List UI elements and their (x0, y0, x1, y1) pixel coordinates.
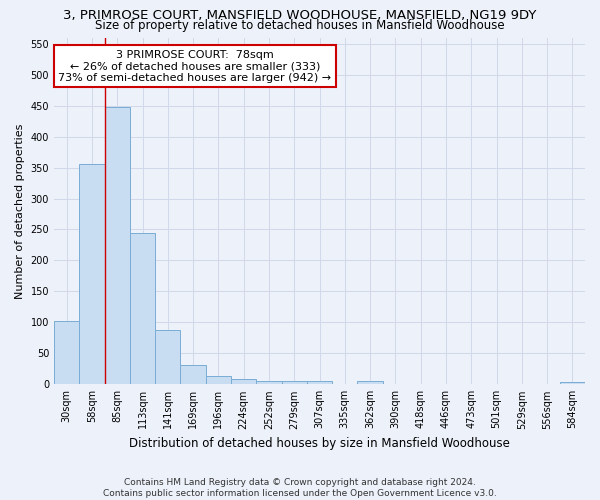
Bar (104, 108, 130, 384)
X-axis label: Distribution of detached houses by size in Mansfield Woodhouse: Distribution of detached houses by size … (129, 437, 510, 450)
Bar (231, 380, 256, 384)
Text: Contains HM Land Registry data © Crown copyright and database right 2024.
Contai: Contains HM Land Registry data © Crown c… (103, 478, 497, 498)
Bar (307, 381, 332, 384)
Bar (130, 233, 155, 384)
Bar (206, 376, 231, 384)
Bar (560, 382, 585, 384)
Bar (79, 164, 104, 384)
Y-axis label: Number of detached properties: Number of detached properties (15, 123, 25, 298)
Text: 3 PRIMROSE COURT:  78sqm
← 26% of detached houses are smaller (333)
73% of semi-: 3 PRIMROSE COURT: 78sqm ← 26% of detache… (58, 50, 331, 83)
Text: Size of property relative to detached houses in Mansfield Woodhouse: Size of property relative to detached ho… (95, 19, 505, 32)
Bar (54, 321, 79, 384)
Bar (155, 330, 181, 384)
Bar (256, 381, 281, 384)
Bar (281, 381, 307, 384)
Bar (181, 365, 206, 384)
Bar (358, 381, 383, 384)
Text: 3, PRIMROSE COURT, MANSFIELD WOODHOUSE, MANSFIELD, NG19 9DY: 3, PRIMROSE COURT, MANSFIELD WOODHOUSE, … (64, 9, 536, 22)
